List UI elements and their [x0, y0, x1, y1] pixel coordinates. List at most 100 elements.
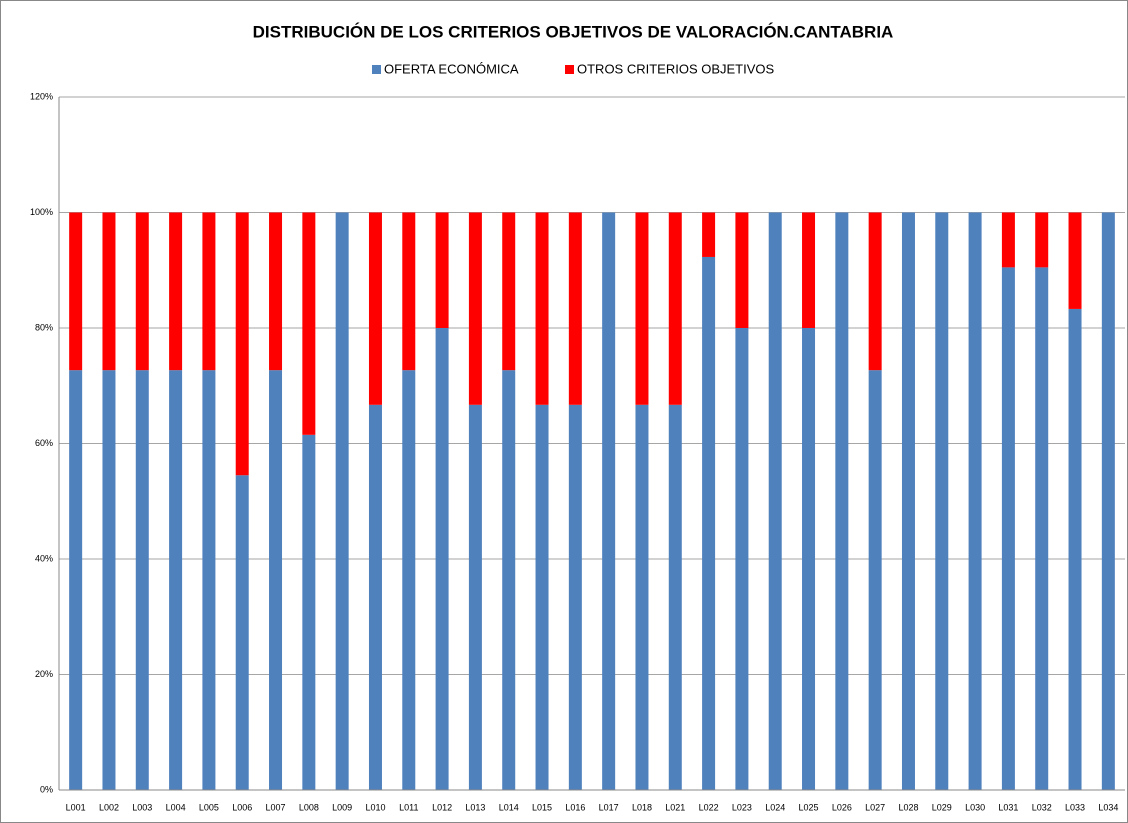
- bar-segment: [702, 212, 716, 257]
- x-tick-label: L034: [1098, 802, 1118, 812]
- y-tick-label: 120%: [30, 91, 53, 101]
- bar-segment: [702, 256, 716, 790]
- x-tick-label: L017: [599, 802, 619, 812]
- bar-segment: [1068, 308, 1082, 790]
- bar-segment: [535, 404, 549, 790]
- bar-segment: [69, 370, 83, 790]
- bar-segment: [635, 212, 649, 405]
- x-tick-label: L003: [132, 802, 152, 812]
- bar-segment: [302, 212, 316, 435]
- bar-segment: [502, 370, 516, 790]
- bar-segment: [835, 212, 849, 790]
- legend-swatch: [565, 65, 574, 74]
- bar-segment: [202, 212, 216, 371]
- bar-segment: [535, 212, 549, 405]
- bar-segment: [235, 212, 249, 476]
- bar-segment: [568, 404, 582, 790]
- bar-segment: [1101, 212, 1115, 790]
- bar-segment: [568, 212, 582, 405]
- bar-segment: [468, 212, 482, 405]
- x-tick-label: L025: [799, 802, 819, 812]
- bar-segment: [935, 212, 949, 790]
- bar-segment: [802, 212, 816, 328]
- bar-segment: [269, 212, 283, 371]
- bar-segment: [402, 212, 416, 371]
- x-tick-label: L021: [665, 802, 685, 812]
- x-tick-label: L023: [732, 802, 752, 812]
- bar-segment: [235, 475, 249, 790]
- x-tick-label: L027: [865, 802, 885, 812]
- x-tick-label: L006: [232, 802, 252, 812]
- x-tick-label: L011: [399, 802, 418, 812]
- bar-segment: [668, 212, 682, 405]
- x-tick-label: L010: [365, 802, 385, 812]
- bar-segment: [102, 370, 116, 790]
- x-tick-label: L004: [166, 802, 186, 812]
- y-tick-label: 80%: [35, 322, 53, 332]
- x-tick-label: L018: [632, 802, 652, 812]
- bar-segment: [868, 370, 882, 790]
- y-tick-label: 100%: [30, 207, 53, 217]
- bar-segment: [868, 212, 882, 371]
- bar-segment: [602, 212, 616, 790]
- x-tick-label: L015: [532, 802, 552, 812]
- x-tick-label: L026: [832, 802, 852, 812]
- bar-segment: [802, 328, 816, 790]
- x-tick-label: L005: [199, 802, 219, 812]
- bar-segment: [135, 370, 149, 790]
- bar-segment: [402, 370, 416, 790]
- x-tick-label: L016: [565, 802, 585, 812]
- bar-segment: [1001, 212, 1015, 268]
- x-tick-label: L033: [1065, 802, 1085, 812]
- bar-segment: [968, 212, 982, 790]
- bar-segment: [169, 370, 183, 790]
- bar-segment: [269, 370, 283, 790]
- x-tick-label: L024: [765, 802, 785, 812]
- bar-segment: [368, 404, 382, 790]
- chart-title: DISTRIBUCIÓN DE LOS CRITERIOS OBJETIVOS …: [253, 22, 894, 41]
- y-tick-label: 20%: [35, 669, 53, 679]
- y-tick-label: 60%: [35, 438, 53, 448]
- x-tick-label: L028: [898, 802, 918, 812]
- x-tick-label: L009: [332, 802, 352, 812]
- x-tick-label: L031: [998, 802, 1018, 812]
- bar-segment: [901, 212, 915, 790]
- bar-segment: [635, 404, 649, 790]
- bar-segment: [435, 212, 449, 328]
- bar-segment: [69, 212, 83, 371]
- bar-segment: [102, 212, 116, 371]
- bar-segment: [1068, 212, 1082, 309]
- bar-segment: [1001, 267, 1015, 790]
- x-tick-label: L029: [932, 802, 952, 812]
- x-tick-label: L030: [965, 802, 985, 812]
- x-tick-label: L001: [66, 802, 86, 812]
- bar-segment: [735, 212, 749, 328]
- y-tick-label: 40%: [35, 553, 53, 563]
- legend-label: OTROS CRITERIOS OBJETIVOS: [577, 61, 775, 76]
- x-tick-label: L008: [299, 802, 319, 812]
- bar-segment: [468, 404, 482, 790]
- x-tick-label: L022: [699, 802, 719, 812]
- bar-segment: [502, 212, 516, 371]
- bar-segment: [668, 404, 682, 790]
- bar-segment: [368, 212, 382, 405]
- x-tick-label: L013: [465, 802, 485, 812]
- legend-swatch: [372, 65, 381, 74]
- x-tick-label: L032: [1032, 802, 1052, 812]
- bar-segment: [1035, 267, 1049, 790]
- legend-label: OFERTA ECONÓMICA: [384, 61, 519, 76]
- x-tick-label: L007: [266, 802, 286, 812]
- y-tick-label: 0%: [40, 784, 53, 794]
- x-tick-label: L014: [499, 802, 519, 812]
- bar-segment: [435, 328, 449, 790]
- bar-segment: [335, 212, 349, 790]
- bar-segment: [735, 328, 749, 790]
- x-tick-label: L012: [432, 802, 452, 812]
- x-tick-label: L002: [99, 802, 119, 812]
- bar-segment: [202, 370, 216, 790]
- bar-segment: [1035, 212, 1049, 268]
- bar-segment: [768, 212, 782, 790]
- bar-segment: [302, 434, 316, 790]
- bar-segment: [135, 212, 149, 371]
